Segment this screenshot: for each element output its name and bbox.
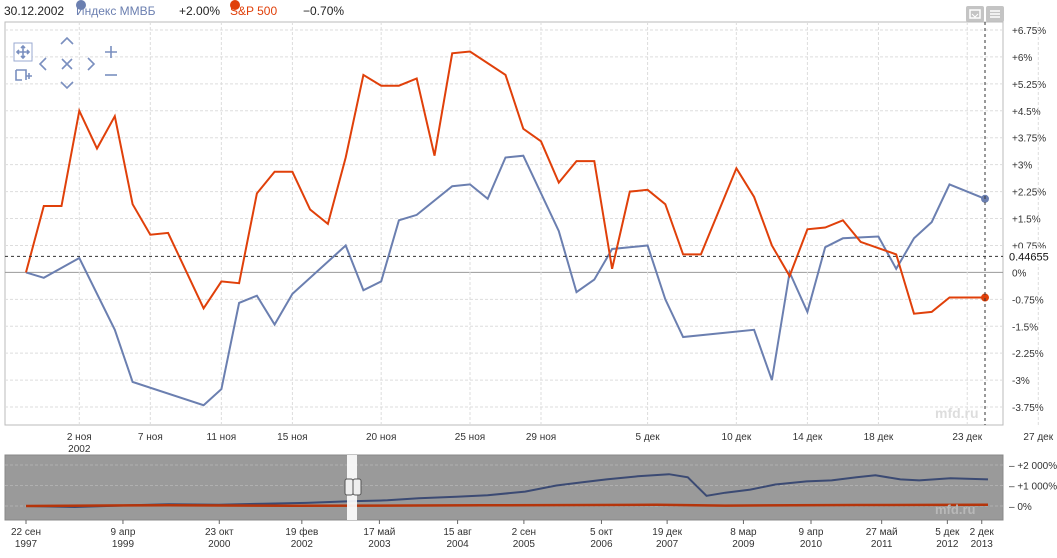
navigator-x-label: 15 авг [443, 527, 472, 538]
legend-change-mmvb: +2.00% [179, 4, 221, 18]
x-tick-label: 20 ноя [366, 432, 396, 443]
navigator-x-sublabel: 1999 [112, 539, 135, 550]
navigator-handle-right[interactable] [352, 478, 362, 496]
navigator-x-sublabel: 2011 [871, 539, 893, 550]
legend-marker-sp500 [230, 0, 240, 10]
navigator-y-label: – 0% [1009, 502, 1032, 513]
navigator-x-sublabel: 2004 [446, 539, 469, 550]
x-tick-label: 2 ноя [67, 432, 92, 443]
export-button[interactable] [966, 6, 984, 22]
navigator-x-label: 5 окт [590, 527, 613, 538]
navigator-x-label: 17 май [363, 527, 395, 538]
navigator-x-sublabel: 2000 [208, 539, 231, 550]
series-line-sp500 [25, 50, 985, 315]
navigator-x-sublabel: 2009 [732, 539, 755, 550]
legend-item-mmvb[interactable]: Индекс ММВБ [76, 0, 156, 22]
navigator-area [4, 454, 1004, 521]
close-icon[interactable] [61, 58, 73, 70]
y-tick-label: +5.25% [1012, 80, 1046, 91]
navigator-x-label: 5 дек [935, 527, 960, 538]
y-tick-label: +2.25% [1012, 188, 1046, 199]
legend-change-sp500: −0.70% [303, 4, 345, 18]
x-tick-label: 25 ноя [455, 432, 485, 443]
navigator-line-mmvb [25, 473, 989, 509]
x-tick-label: 7 ноя [138, 432, 163, 443]
navigator-x-sublabel: 1997 [15, 539, 38, 550]
x-tick-label: 11 ноя [207, 432, 237, 443]
chevron-left-icon[interactable] [38, 57, 47, 71]
navigator-x-label: 2 сен [512, 527, 536, 538]
x-tick-label: 14 дек [793, 432, 823, 443]
x-tick-sublabel: 2002 [68, 444, 91, 455]
x-tick-label: 29 ноя [526, 432, 556, 443]
navigator-handle[interactable] [344, 478, 362, 496]
y-tick-label: -3.75% [1012, 403, 1044, 414]
navigator-x-label: 2 дек [970, 527, 995, 538]
x-tick-label: 15 ноя [277, 432, 307, 443]
y-tick-label: -0.75% [1012, 295, 1044, 306]
crosshair-label-bg [1005, 248, 1053, 265]
navigator-x-sublabel: 2002 [291, 539, 314, 550]
navigator-x-sublabel: 2013 [971, 539, 994, 550]
y-tick-label: +1.5% [1012, 215, 1041, 226]
navigator-x-sublabel: 2003 [368, 539, 391, 550]
plot-area [4, 21, 1004, 426]
legend-item-sp500[interactable]: S&P 500 [230, 0, 277, 22]
y-tick-label: +6.75% [1012, 26, 1046, 37]
navigator-x-label: 9 апр [111, 527, 136, 538]
y-tick-label: +0.75% [1012, 241, 1046, 252]
chevron-up-icon[interactable] [60, 36, 74, 45]
export-icon [969, 9, 981, 19]
navigator-x-sublabel: 2010 [800, 539, 823, 550]
navigation-controls[interactable] [13, 36, 117, 90]
navigator-watermark: mfd.ru [935, 502, 976, 517]
chevron-down-icon[interactable] [60, 81, 74, 90]
navigator-x-label: 22 сен [11, 527, 41, 538]
x-tick-label: 10 дек [722, 432, 752, 443]
y-tick-label: -1.5% [1012, 322, 1038, 333]
legend-label-mmvb: Индекс ММВБ [76, 4, 156, 18]
navigator-x-sublabel: 2005 [513, 539, 536, 550]
navigator-line-sp500 [25, 503, 989, 508]
zoom-box-icon[interactable] [15, 69, 32, 81]
menu-icon [990, 10, 1000, 18]
navigator-x-sublabel: 2007 [656, 539, 679, 550]
series-line-mmvb [25, 154, 986, 407]
navigator-y-label: – +1 000% [1009, 482, 1057, 493]
y-tick-label: +6% [1012, 53, 1032, 64]
y-tick-label: +4.5% [1012, 107, 1041, 118]
y-tick-label: -3% [1012, 376, 1030, 387]
legend-label-sp500: S&P 500 [230, 4, 278, 18]
legend-bar: 30.12.2002 Индекс ММВБ +2.00% S&P 500 −0… [0, 0, 1057, 22]
legend-date: 30.12.2002 [4, 4, 65, 18]
navigator-y-label: – +2 000% [1009, 461, 1057, 472]
x-tick-label: 23 дек [952, 432, 982, 443]
y-tick-label: 0% [1012, 268, 1027, 279]
move-icon[interactable] [15, 44, 31, 60]
y-tick-label: -2.25% [1012, 349, 1044, 360]
chevron-right-icon[interactable] [87, 57, 96, 71]
navigator-x-label: 8 мар [730, 527, 757, 538]
navigator-x-label: 27 май [866, 527, 898, 538]
navigator-x-sublabel: 2012 [936, 539, 959, 550]
series-endpoint-sp500 [981, 293, 989, 302]
navigator-x-label: 19 дек [652, 527, 682, 538]
x-tick-label: 27 дек [1023, 432, 1053, 443]
crosshair-value-label: 0.44655 [1009, 251, 1049, 263]
navigator-x-label: 23 окт [205, 527, 234, 538]
plus-icon[interactable] [105, 46, 117, 58]
navigator-handle-left[interactable] [344, 478, 354, 496]
x-tick-label: 5 дек [636, 432, 661, 443]
y-tick-label: +3% [1012, 161, 1032, 172]
x-tick-label: 18 дек [864, 432, 894, 443]
menu-button[interactable] [986, 6, 1004, 22]
watermark: mfd.ru [935, 405, 979, 421]
navigator-x-sublabel: 2006 [590, 539, 613, 550]
legend-marker-mmvb [76, 0, 86, 10]
y-tick-label: +3.75% [1012, 134, 1046, 145]
navigator-x-label: 19 фев [285, 526, 318, 538]
navigator-x-label: 9 апр [799, 527, 824, 538]
